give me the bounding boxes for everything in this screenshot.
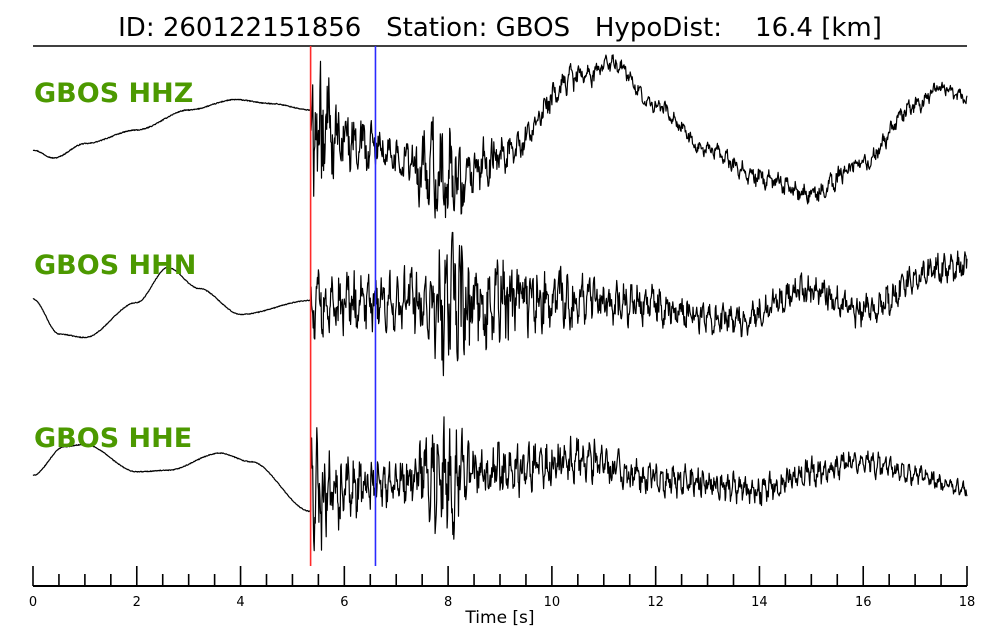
traces-layer [32,54,968,552]
x-tick-label: 2 [133,595,141,610]
waveform-gbos-hhn [32,231,968,377]
x-tick-label: 8 [444,595,452,610]
x-axis-label: Time [s] [464,608,534,628]
x-tick-label: 16 [855,595,872,610]
phase-picks [309,46,377,566]
x-tick-label: 4 [236,595,244,610]
trace-label-gbos-hhz: GBOS HHZ [34,78,193,109]
x-tick-label: 12 [647,595,664,610]
x-tick-label: 0 [29,595,37,610]
trace-labels: GBOS HHZ GBOS HHN GBOS HHE [34,78,196,454]
trace-label-gbos-hhn: GBOS HHN [34,250,196,281]
x-tick-label: 10 [544,595,561,610]
x-tick-label: 6 [340,595,348,610]
waveform-gbos-hhz [32,54,968,219]
chart-title: ID: 260122151856 Station: GBOS HypoDist:… [118,13,882,43]
time-axis: 0 2 4 6 8 10 12 14 16 18 [29,566,975,610]
trace-label-gbos-hhe: GBOS HHE [34,423,192,454]
x-tick-label: 14 [751,595,768,610]
x-tick-label: 18 [959,595,976,610]
waveform-gbos-hhe [32,416,968,552]
